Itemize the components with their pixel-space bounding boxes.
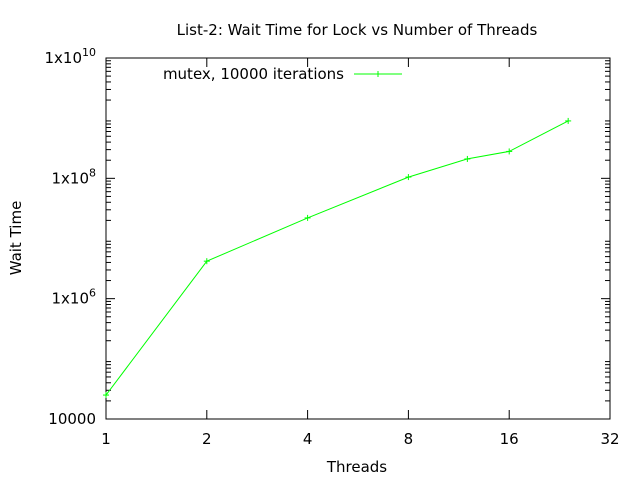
x-tick-label: 32 [600, 430, 619, 448]
x-ticks [105, 58, 611, 419]
chart-title: List-2: Wait Time for Lock vs Number of … [177, 21, 538, 39]
y-tick-labels: 10000 1x106 1x108 1x1010 [44, 46, 96, 428]
legend: mutex, 10000 iterations [163, 65, 402, 83]
data-point [565, 117, 572, 124]
data-point [304, 214, 311, 221]
series-layer [103, 117, 572, 399]
data-point [203, 258, 210, 265]
data-point [103, 392, 109, 399]
y-tick-label: 1x1010 [44, 46, 96, 67]
x-tick-label: 4 [303, 430, 313, 448]
legend-marker-mutex [375, 71, 381, 77]
x-tick-labels: 1 2 4 8 16 32 [101, 430, 619, 448]
y-major-ticks [106, 57, 610, 420]
y-minor-ticks [106, 60, 610, 402]
plot-area-border [105, 57, 611, 420]
series-line-mutex [105, 120, 569, 396]
y-axis-label: Wait Time [7, 201, 25, 276]
x-tick-label: 8 [404, 430, 414, 448]
y-tick-label: 1x108 [51, 166, 96, 187]
y-tick-label: 10000 [48, 410, 96, 428]
data-point [464, 155, 471, 162]
x-tick-label: 1 [101, 430, 111, 448]
x-tick-label: 2 [202, 430, 212, 448]
x-axis-label: Threads [326, 458, 387, 476]
y-tick-label: 1x106 [51, 287, 96, 308]
x-tick-label: 16 [500, 430, 519, 448]
data-point [405, 174, 412, 181]
data-point [506, 148, 513, 155]
legend-label-mutex: mutex, 10000 iterations [163, 65, 344, 83]
